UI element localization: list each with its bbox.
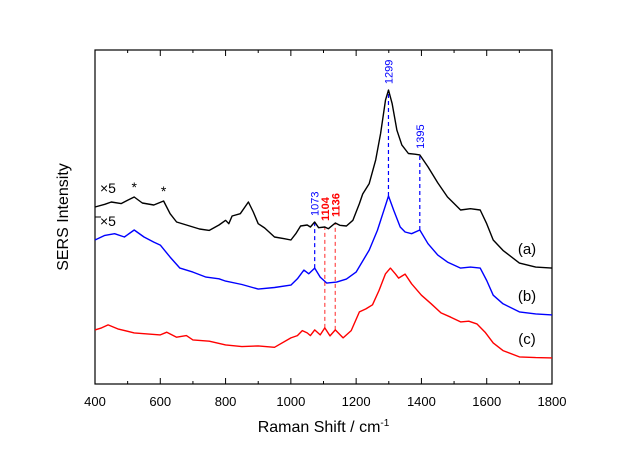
x-axis-title-superscript: -1 — [380, 418, 389, 429]
x-axis-title: Raman Shift / cm-1 — [258, 418, 390, 436]
asterisk-marker: * — [131, 179, 137, 195]
x-axis-ticks — [94, 49, 553, 385]
x-tick-label: 600 — [149, 394, 171, 409]
multiplier-label-b: ×5 — [100, 213, 116, 229]
x-tick-label: 1800 — [538, 394, 567, 409]
series-line-c — [94, 267, 553, 359]
asterisk-marker: * — [161, 183, 167, 199]
series-label-c: (c) — [518, 331, 536, 348]
series-label-b: (b) — [518, 288, 536, 305]
annotation-label-1299: 1299 — [383, 60, 395, 84]
x-axis-tick-labels: 400 600 800 1000 1200 1400 1600 1800 — [84, 394, 566, 409]
x-axis-title-text: Raman Shift / cm — [258, 419, 381, 436]
x-tick-label: 1000 — [276, 394, 305, 409]
y-axis-title: SERS Intensity — [55, 163, 72, 271]
x-tick-label: 1600 — [472, 394, 501, 409]
x-tick-label: 1400 — [407, 394, 436, 409]
annotation-label-1073: 1073 — [310, 192, 322, 216]
series-line-a — [94, 89, 553, 269]
series-layer — [94, 89, 553, 359]
x-tick-label: 1200 — [342, 394, 371, 409]
annotation-label-1136: 1136 — [330, 193, 342, 217]
x-tick-label: 400 — [84, 394, 106, 409]
annotation-label-1104: 1104 — [320, 196, 332, 221]
series-label-a: (a) — [518, 241, 536, 258]
multiplier-label-a: ×5 — [100, 180, 116, 196]
x-tick-label: 800 — [215, 394, 237, 409]
series-line-b — [94, 195, 553, 316]
annotation-label-1395: 1395 — [415, 124, 427, 148]
